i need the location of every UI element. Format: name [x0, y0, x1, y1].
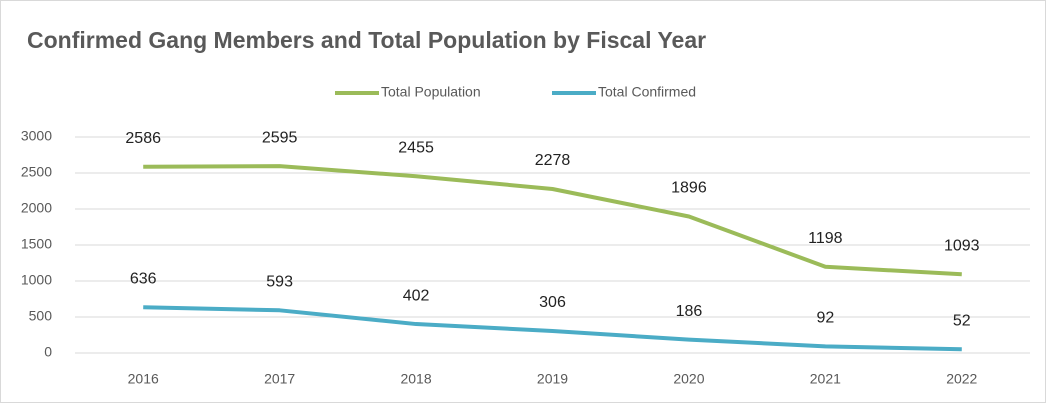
data-label: 2455	[398, 139, 434, 156]
data-label: 2278	[535, 152, 571, 169]
y-tick-label: 3000	[21, 128, 52, 144]
x-tick-label: 2017	[264, 371, 295, 387]
data-label: 306	[539, 294, 566, 311]
x-tick-label: 2021	[810, 371, 841, 387]
data-label: 1896	[671, 180, 707, 197]
y-tick-label: 1000	[21, 272, 52, 288]
data-label: 402	[403, 287, 430, 304]
series-line	[143, 164, 962, 277]
data-label: 636	[130, 270, 157, 287]
data-label: 52	[953, 312, 971, 329]
x-tick-label: 2020	[673, 371, 704, 387]
series-line	[143, 305, 962, 352]
x-tick-label: 2016	[128, 371, 159, 387]
chart-title: Confirmed Gang Members and Total Populat…	[27, 27, 706, 53]
data-label: 593	[266, 274, 293, 291]
legend-label: Total Population	[381, 84, 481, 100]
data-label: 2595	[262, 129, 298, 146]
data-label: 186	[676, 303, 703, 320]
data-label: 2586	[125, 130, 161, 147]
data-label: 1198	[808, 230, 843, 247]
legend-label: Total Confirmed	[598, 84, 696, 100]
y-tick-label: 2000	[21, 200, 52, 216]
x-tick-label: 2019	[537, 371, 568, 387]
y-tick-label: 2500	[21, 164, 52, 180]
data-label: 1093	[944, 238, 980, 255]
x-tick-label: 2018	[400, 371, 431, 387]
data-label: 92	[816, 310, 834, 327]
y-tick-label: 500	[29, 308, 53, 324]
y-tick-label: 1500	[21, 236, 52, 252]
y-tick-label: 0	[44, 344, 52, 360]
x-tick-label: 2022	[946, 371, 977, 387]
